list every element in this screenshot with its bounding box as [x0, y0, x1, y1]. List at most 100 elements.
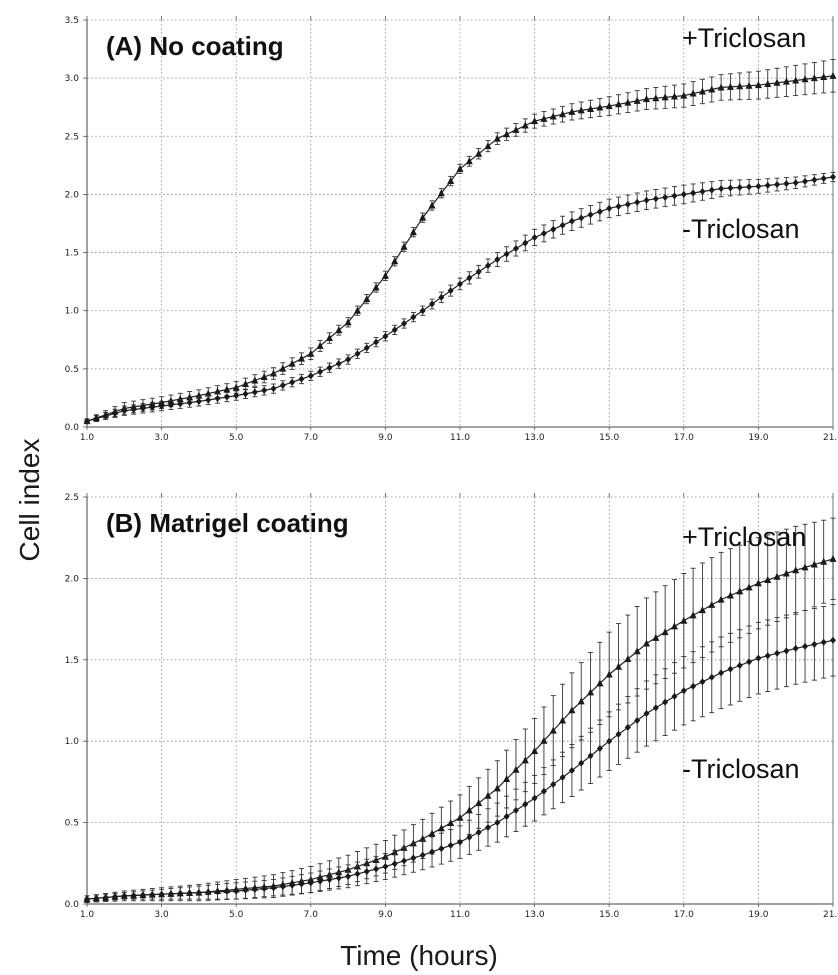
interp-marker [484, 823, 491, 831]
interp-marker [466, 833, 473, 841]
data-point [493, 784, 501, 792]
interp-marker [736, 82, 744, 90]
x-tick-label: 7.0 [304, 433, 319, 443]
interp-marker [289, 881, 296, 889]
data-point [270, 385, 277, 393]
data-point [830, 173, 836, 181]
x-tick-label: 7.0 [304, 910, 319, 920]
y-tick-label: 2.5 [65, 493, 79, 503]
interp-marker [802, 177, 809, 185]
interp-marker [764, 576, 772, 584]
interp-marker [261, 885, 268, 893]
interp-marker [540, 229, 547, 237]
y-tick-label: 0.5 [65, 819, 79, 829]
interp-marker [782, 77, 790, 85]
interp-marker [624, 654, 632, 662]
data-point [270, 369, 277, 377]
y-tick-label: 1.0 [65, 307, 80, 317]
interp-marker [671, 692, 678, 700]
data-point [680, 687, 687, 695]
data-point [680, 91, 688, 99]
interp-marker [335, 874, 342, 882]
interp-marker [139, 891, 146, 899]
interp-marker [466, 274, 473, 282]
interp-marker [596, 103, 604, 111]
data-point [680, 190, 687, 198]
interp-marker [634, 198, 641, 206]
data-point [792, 76, 800, 84]
data-point [829, 71, 837, 79]
data-point [568, 767, 575, 775]
data-point [494, 819, 501, 827]
interp-marker [167, 401, 174, 409]
interp-marker [372, 283, 380, 291]
x-tick-label: 17.0 [674, 433, 694, 443]
interp-marker [335, 360, 342, 368]
interp-marker [820, 72, 828, 80]
interp-marker [652, 704, 659, 712]
data-point [233, 392, 240, 400]
interp-marker [465, 806, 473, 814]
interp-marker [297, 354, 305, 362]
interp-marker [223, 887, 230, 895]
interp-marker [540, 787, 547, 795]
interp-marker [764, 652, 771, 660]
interp-marker [670, 92, 678, 100]
data-point [121, 407, 128, 415]
interp-marker [550, 225, 557, 233]
interp-marker [251, 388, 258, 396]
data-point [605, 102, 613, 110]
data-point [419, 213, 427, 221]
interp-marker [335, 326, 343, 334]
interp-marker [354, 870, 361, 878]
data-point [195, 397, 202, 405]
data-point [680, 616, 688, 624]
interp-marker [428, 829, 436, 837]
interp-marker [391, 860, 398, 868]
x-tick-label: 21.0 [823, 433, 838, 443]
y-tick-label: 0.0 [65, 423, 80, 433]
interp-marker [139, 404, 146, 412]
data-point [792, 179, 799, 187]
x-tick-label: 11.0 [450, 433, 470, 443]
interp-marker [438, 293, 445, 301]
data-point [643, 95, 650, 103]
interp-marker [652, 94, 660, 102]
interp-marker [289, 378, 296, 386]
interp-marker [652, 195, 659, 203]
interp-marker [671, 192, 678, 200]
data-point [718, 669, 725, 677]
interp-marker [521, 121, 529, 129]
interp-marker [475, 799, 483, 807]
data-point [158, 890, 165, 898]
interp-marker [708, 186, 715, 194]
interp-marker [288, 359, 296, 367]
interp-marker [503, 812, 510, 820]
data-point [121, 892, 128, 900]
y-tick-label: 0.0 [65, 900, 80, 910]
interp-marker [373, 338, 380, 346]
interp-marker [624, 723, 631, 731]
interp-marker [447, 819, 455, 827]
interp-marker [811, 640, 818, 648]
data-point [382, 332, 389, 340]
data-point [643, 196, 650, 204]
data-point [568, 217, 575, 225]
data-point [605, 670, 613, 678]
interp-marker [223, 385, 231, 393]
y-tick-label: 2.5 [65, 132, 79, 142]
interp-marker [587, 211, 594, 219]
interp-marker [205, 888, 212, 896]
interp-marker [783, 647, 790, 655]
interp-marker [810, 560, 818, 568]
interp-marker [745, 81, 753, 89]
data-point [717, 595, 725, 603]
interp-marker [577, 106, 585, 114]
interp-marker [736, 587, 744, 595]
interp-marker [764, 181, 771, 189]
y-tick-label: 3.0 [65, 74, 80, 84]
interp-marker [736, 183, 743, 191]
interp-marker [93, 894, 100, 902]
y-tick-label: 2.0 [65, 190, 80, 200]
